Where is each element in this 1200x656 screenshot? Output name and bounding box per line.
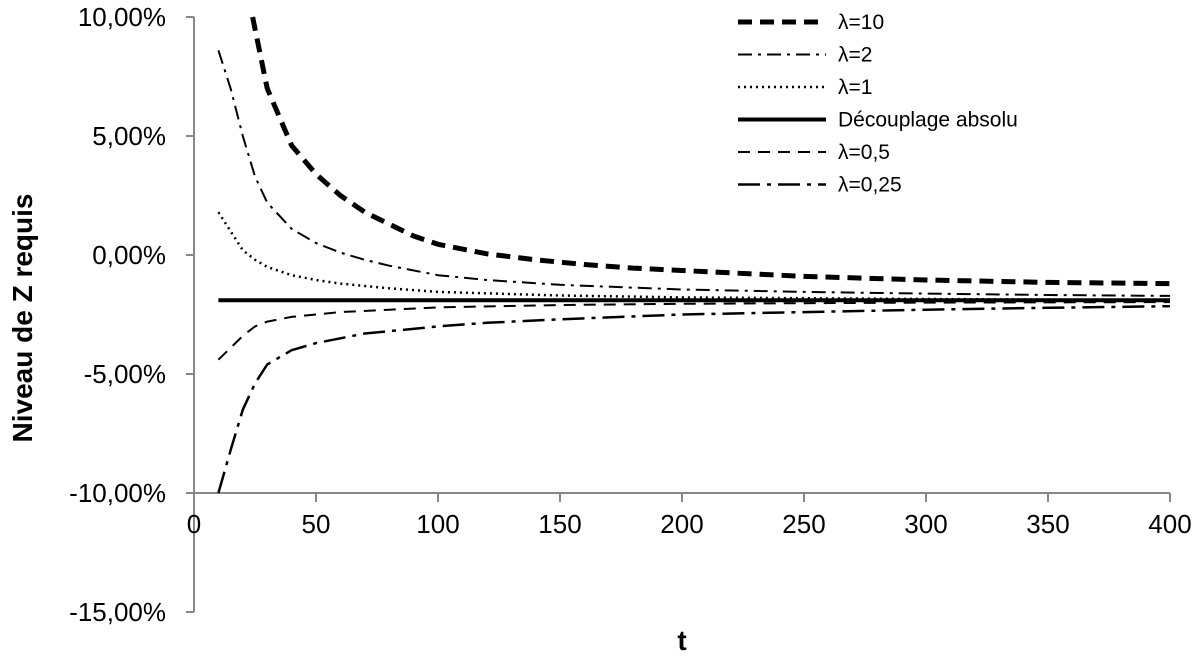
x-tick-label: 200 [660, 509, 703, 539]
y-axis-title: Niveau de Z requis [7, 194, 38, 443]
series-line-3 [217, 211, 1171, 302]
tick-labels: 10,00% 5,00% 0,00% -5,00% -10,00% -15,00% 0 50 1… [69, 2, 1192, 627]
x-tick-label: 50 [302, 509, 331, 539]
series-line-1 [250, 16, 1171, 287]
x-tick-label: 250 [782, 509, 825, 539]
y-tick-label: 5,00% [92, 121, 166, 151]
x-tick-label: 300 [904, 509, 947, 539]
legend-label-6: λ=0,25 [838, 174, 902, 197]
y-tick-label: 10,00% [78, 2, 166, 32]
x-tick-label: 100 [416, 509, 459, 539]
x-tick-label: 150 [538, 509, 581, 539]
series-lines [217, 16, 1171, 494]
x-tick-label: 350 [1026, 509, 1069, 539]
legend-label-2: λ=2 [838, 44, 872, 67]
legend: λ=10 λ=2 λ=1 Découplage absolu λ=0,5 λ=0,25 [738, 11, 1018, 197]
legend-label-3: λ=1 [838, 76, 872, 99]
x-tick-label: 0 [187, 509, 201, 539]
x-axis-title: t [677, 625, 686, 656]
x-tick-label: 400 [1148, 509, 1191, 539]
legend-label-4: Découplage absolu [838, 109, 1018, 132]
y-tick-label: -5,00% [84, 359, 166, 389]
legend-label-5: λ=0,5 [838, 141, 890, 164]
y-tick-label: -15,00% [69, 597, 166, 627]
series-line-5 [217, 301, 1171, 361]
series-line-6 [217, 304, 1171, 494]
series-line-2 [217, 49, 1171, 297]
y-tick-label: 0,00% [92, 240, 166, 270]
legend-label-1: λ=10 [838, 11, 884, 34]
axes [186, 16, 1171, 613]
y-tick-label: -10,00% [69, 478, 166, 508]
